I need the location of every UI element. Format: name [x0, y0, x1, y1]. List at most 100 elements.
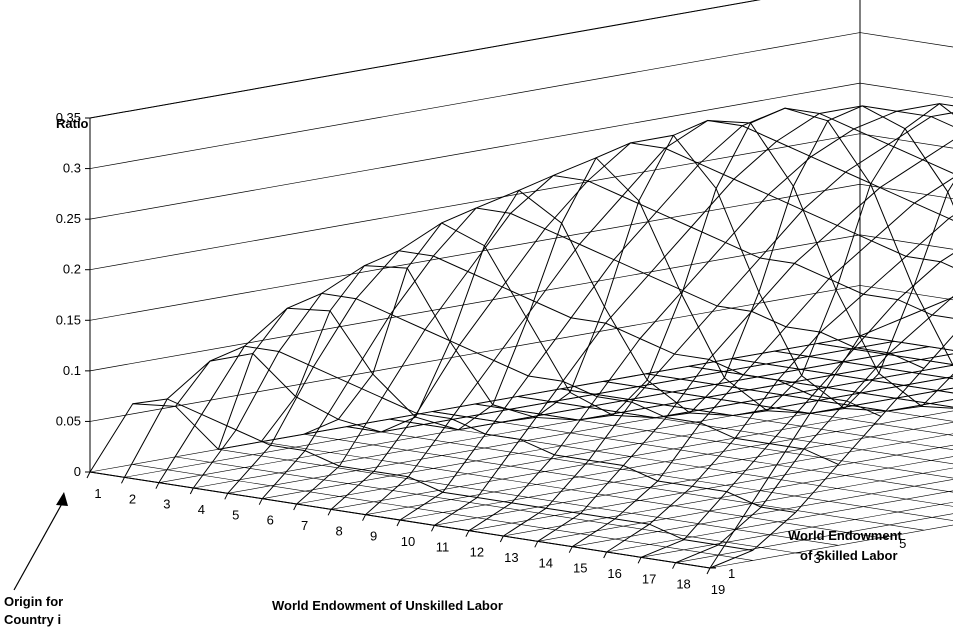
z-tick-label: 0.2: [63, 262, 81, 277]
surface-line: [474, 107, 953, 421]
surface-line: [646, 373, 953, 412]
x-tick-label: 14: [539, 555, 553, 570]
floor-gridline: [132, 464, 753, 561]
chart-walls: [89, 0, 953, 472]
surface-line: [537, 139, 953, 542]
z-tick-label: 0.25: [56, 211, 81, 226]
surface-line: [503, 112, 953, 537]
surface-line: [731, 358, 953, 394]
x-tick-label: 19: [711, 582, 725, 597]
axis-ticks: 00.050.10.150.20.250.30.351 2 3 4 5 6 7 8 9 10 11 1…: [56, 110, 907, 597]
z-tick-label: 0.15: [56, 312, 81, 327]
surface-line: [346, 174, 953, 433]
x-tick-mark: [430, 525, 435, 532]
surface-line: [132, 398, 753, 551]
surface-line: [560, 103, 953, 417]
x-tick-label: 3: [163, 497, 170, 512]
wall-gridline: [89, 234, 953, 372]
wall-gridline: [89, 285, 953, 422]
z-tick-label: 0.1: [63, 363, 81, 378]
x-tick-label: 18: [676, 577, 690, 592]
surface-line: [432, 119, 953, 423]
back-wall-top: [860, 0, 953, 78]
x-tick-label: 9: [370, 529, 377, 544]
x-tick-mark: [465, 530, 470, 537]
y-axis-title-line1: World Endowment: [788, 528, 903, 543]
surface-mesh: [89, 103, 953, 569]
x-tick-mark: [155, 482, 160, 489]
surface-line: [217, 292, 839, 465]
z-tick-label: 0: [74, 464, 81, 479]
origin-arrowhead: [56, 492, 68, 506]
x-tick-mark: [293, 503, 298, 511]
floor-gridline: [346, 426, 953, 521]
surface-line: [434, 105, 953, 526]
x-tick-label: 16: [607, 566, 621, 581]
x-tick-mark: [120, 477, 125, 484]
origin-label-line2: Country i: [4, 612, 61, 627]
x-axis-title: World Endowment of Unskilled Labor: [272, 598, 503, 613]
x-tick-mark: [534, 541, 539, 548]
wall-gridline: [89, 183, 953, 321]
back-wall-edge: [859, 296, 953, 337]
surface-line: [192, 265, 953, 489]
floor-gridline: [296, 387, 953, 505]
wall-gridline: [89, 82, 953, 220]
x-tick-label: 10: [401, 534, 415, 549]
x-tick-mark: [672, 562, 677, 569]
x-tick-label: 15: [573, 561, 587, 576]
x-tick-mark: [499, 535, 504, 543]
floor-gridline: [389, 418, 953, 507]
x-tick-mark: [706, 567, 711, 575]
origin-label-line1: Origin for: [4, 594, 63, 609]
x-tick-mark: [362, 514, 367, 521]
wall-gridline: [89, 133, 953, 271]
floor-gridline: [218, 449, 839, 546]
x-tick-label: 2: [129, 491, 136, 506]
surface-line: [688, 365, 953, 408]
surface-line: [517, 105, 953, 419]
x-tick-label: 4: [198, 502, 205, 517]
surface-line: [399, 107, 953, 521]
x-tick-label: 7: [301, 518, 308, 533]
floor-gridline: [175, 456, 796, 554]
z-tick-label: 0.05: [56, 413, 81, 428]
y-tick-label: 5: [899, 536, 906, 551]
x-tick-label: 5: [232, 507, 239, 522]
x-tick-label: 8: [335, 523, 342, 538]
x-tick-mark: [224, 493, 229, 500]
floor-gridline: [261, 441, 882, 539]
wall-gridline: [89, 32, 953, 169]
y-tick-label: 3: [814, 551, 821, 566]
y-axis-title-line2: of Skilled Labor: [800, 548, 898, 563]
floor-gridline: [503, 456, 953, 537]
x-tick-label: 1: [94, 486, 101, 501]
surface-line: [303, 207, 925, 435]
x-tick-mark: [86, 471, 91, 479]
surface-line: [175, 345, 796, 513]
x-tick-mark: [327, 509, 332, 516]
x-tick-mark: [603, 551, 608, 559]
z-tick-label: 0.35: [56, 110, 81, 125]
x-tick-mark: [637, 557, 642, 564]
z-tick-label: 0.3: [63, 161, 81, 176]
wall-gridline: [89, 0, 761, 119]
origin-arrow: [13, 499, 65, 591]
x-tick-mark: [396, 519, 401, 527]
floor-gridline: [432, 411, 953, 493]
z-axis-title: Ratio: [56, 116, 89, 131]
x-tick-label: 11: [436, 539, 450, 554]
x-tick-label: 12: [470, 545, 484, 560]
x-tick-mark: [189, 487, 194, 495]
floor-gridline: [303, 433, 924, 531]
x-tick-label: 6: [267, 513, 274, 528]
x-tick-mark: [258, 498, 263, 505]
y-tick-label: 1: [728, 566, 735, 581]
surface-line: [774, 350, 953, 380]
x-tick-mark: [568, 546, 573, 553]
surface-line: [389, 142, 953, 431]
surface-line: [640, 253, 953, 558]
x-tick-label: 17: [642, 571, 656, 586]
surface-line: [603, 182, 953, 414]
